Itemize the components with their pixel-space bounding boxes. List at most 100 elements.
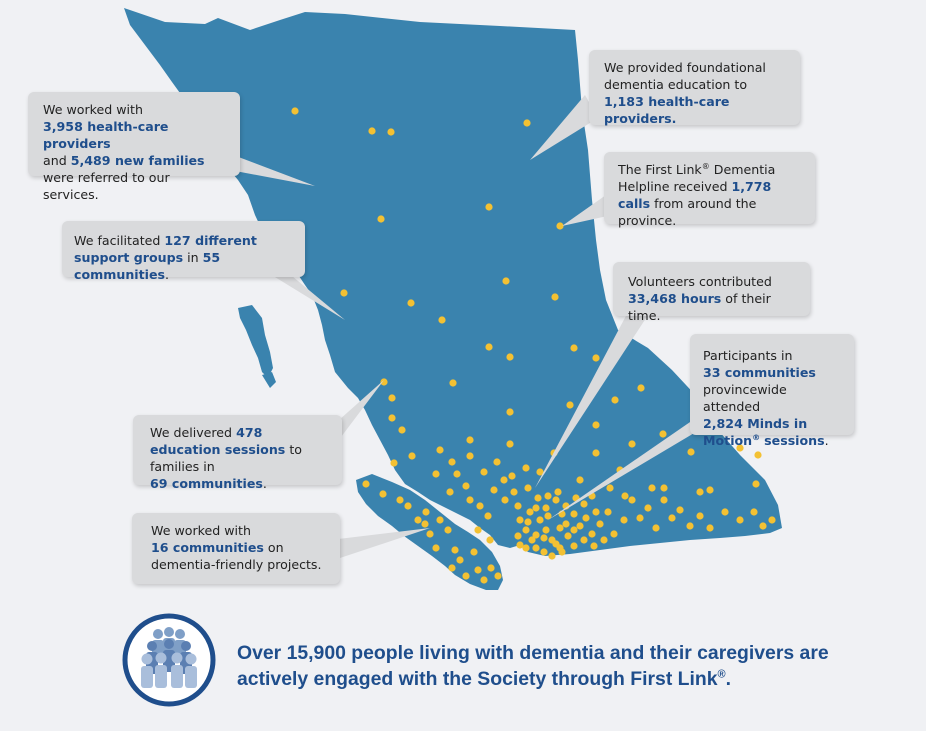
tagline-people-count: 15,900 people bbox=[286, 642, 414, 664]
community-dot bbox=[548, 552, 556, 560]
community-dot bbox=[523, 119, 531, 127]
c5-text-2: of their time. bbox=[628, 291, 771, 323]
c4-text-2: in bbox=[187, 250, 199, 265]
community-dot bbox=[570, 542, 578, 550]
community-dot bbox=[436, 446, 444, 454]
c7-text-3: . bbox=[262, 476, 267, 491]
community-dot bbox=[696, 512, 704, 520]
community-dot bbox=[644, 504, 652, 512]
community-dot bbox=[536, 516, 544, 524]
community-dot bbox=[446, 488, 454, 496]
callout-pointer bbox=[535, 312, 650, 488]
community-dot bbox=[620, 516, 628, 524]
community-dot bbox=[501, 496, 509, 504]
c8-text-1: We worked with bbox=[151, 523, 251, 538]
community-dot bbox=[610, 530, 618, 538]
community-dot bbox=[592, 354, 600, 362]
callout-helpline: The First Link® Dementia Helpline receiv… bbox=[604, 152, 815, 228]
haida-gwaii-shape bbox=[238, 305, 273, 378]
c4-groups-count: 127 different support groups bbox=[74, 233, 257, 265]
callout-pointer bbox=[270, 274, 345, 320]
tagline-text-1: Over bbox=[237, 642, 282, 664]
community-dot bbox=[736, 444, 744, 452]
community-dot bbox=[564, 532, 572, 540]
community-dot bbox=[570, 526, 578, 534]
community-dot bbox=[696, 488, 704, 496]
community-dot bbox=[462, 482, 470, 490]
community-dot bbox=[451, 546, 459, 554]
community-dot bbox=[652, 524, 660, 532]
community-dot bbox=[637, 384, 645, 392]
c3-calls-count: 1,778 calls bbox=[618, 179, 772, 211]
community-dot bbox=[516, 516, 524, 524]
community-dot bbox=[426, 530, 434, 538]
community-dot bbox=[536, 468, 544, 476]
community-dot bbox=[466, 496, 474, 504]
c4-communities-count: 55 communities bbox=[74, 250, 221, 282]
c3-text-3: from around the province. bbox=[618, 196, 757, 228]
community-dot bbox=[485, 343, 493, 351]
community-dot bbox=[407, 299, 415, 307]
c6-communities-count: 33 communities bbox=[703, 365, 816, 380]
community-dot bbox=[706, 486, 714, 494]
community-dot bbox=[448, 458, 456, 466]
c8-communities-count: 16 communities bbox=[151, 540, 264, 555]
community-dot bbox=[368, 127, 376, 135]
community-dot bbox=[522, 464, 530, 472]
community-dot bbox=[398, 426, 406, 434]
community-dot bbox=[566, 401, 574, 409]
c3-text-1: The First Link bbox=[618, 162, 702, 177]
community-dot bbox=[540, 548, 548, 556]
c6-registered-mark: ® bbox=[752, 432, 761, 442]
community-dot bbox=[592, 508, 600, 516]
community-dot bbox=[552, 496, 560, 504]
community-dot bbox=[508, 472, 516, 480]
c2-text-1: We provided foundational dementia educat… bbox=[604, 60, 766, 92]
community-dot bbox=[474, 566, 482, 574]
callout-pointer bbox=[220, 150, 315, 186]
community-dot bbox=[706, 524, 714, 532]
c4-text-3: . bbox=[165, 267, 170, 282]
callout-dementia-friendly: We worked with 16 communities on dementi… bbox=[132, 513, 340, 584]
community-dot bbox=[759, 522, 767, 530]
community-dot bbox=[377, 215, 385, 223]
community-dot bbox=[510, 488, 518, 496]
community-dot bbox=[396, 496, 404, 504]
community-dot bbox=[736, 516, 744, 524]
community-dot bbox=[611, 396, 619, 404]
community-dot bbox=[576, 476, 584, 484]
callout-pointer bbox=[530, 95, 598, 160]
community-dot bbox=[486, 536, 494, 544]
community-dot bbox=[532, 531, 540, 539]
c7-text-2: to families in bbox=[150, 442, 302, 474]
c1-text-1: We worked with bbox=[43, 102, 143, 117]
community-dot bbox=[552, 540, 560, 548]
community-dot bbox=[576, 522, 584, 530]
community-dot bbox=[494, 572, 502, 580]
community-dot bbox=[493, 458, 501, 466]
community-dot bbox=[388, 394, 396, 402]
community-dot bbox=[432, 544, 440, 552]
community-dot bbox=[526, 508, 534, 516]
callout-pointer bbox=[548, 420, 706, 520]
community-dot bbox=[444, 526, 452, 534]
community-dot bbox=[570, 510, 578, 518]
community-dot bbox=[432, 470, 440, 478]
community-dot bbox=[466, 452, 474, 460]
callout-volunteers: Volunteers contributed 33,468 hours of t… bbox=[613, 262, 810, 323]
community-dot bbox=[750, 508, 758, 516]
community-dot bbox=[514, 532, 522, 540]
community-dot bbox=[540, 534, 548, 542]
community-dot bbox=[558, 548, 566, 556]
community-dot bbox=[752, 480, 760, 488]
haida-gwaii-south-shape bbox=[262, 372, 276, 388]
c1-providers-count: 3,958 health-care providers bbox=[43, 119, 169, 151]
community-dot bbox=[408, 452, 416, 460]
community-dot bbox=[768, 516, 776, 524]
c3-registered-mark: ® bbox=[701, 161, 710, 171]
community-dot bbox=[570, 344, 578, 352]
community-dot bbox=[379, 490, 387, 498]
community-dot bbox=[628, 496, 636, 504]
c6-text-1: Participants in bbox=[703, 348, 793, 363]
community-dot bbox=[592, 449, 600, 457]
